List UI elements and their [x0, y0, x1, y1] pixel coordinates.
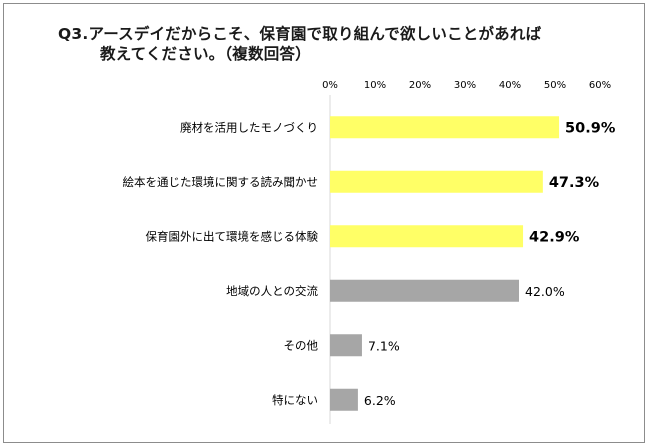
chart-title: Q3.アースデイだからこそ、保育園で取り組んで欲しいことがあれば 教えてください…	[58, 24, 541, 64]
bar	[330, 170, 543, 193]
bar	[330, 225, 524, 248]
chart-title-line1: Q3.アースデイだからこそ、保育園で取り組んで欲しいことがあれば	[58, 25, 542, 43]
category-label: 絵本を通じた環境に関する読み聞かせ	[123, 175, 319, 189]
x-tick-label: 10%	[364, 80, 386, 91]
bar	[330, 388, 358, 411]
value-label: 47.3%	[549, 175, 600, 191]
x-tick-label: 20%	[409, 80, 431, 91]
bar	[330, 116, 560, 139]
x-tick-label: 40%	[499, 80, 521, 91]
category-label: 特にない	[272, 393, 318, 407]
value-label: 6.2%	[364, 393, 396, 408]
category-label: 廃材を活用したモノづくり	[180, 120, 318, 134]
category-label: その他	[284, 338, 319, 352]
x-tick-label: 50%	[544, 80, 566, 91]
value-label: 50.9%	[565, 120, 616, 136]
x-tick-label: 60%	[589, 80, 611, 91]
bar	[330, 334, 362, 357]
category-label: 保育園外に出て環境を感じる体験	[146, 229, 319, 243]
value-label: 42.9%	[529, 229, 580, 245]
chart-frame	[3, 3, 645, 443]
category-label: 地域の人との交流	[226, 284, 318, 298]
bar	[330, 279, 519, 302]
value-label: 7.1%	[368, 338, 400, 353]
value-label: 42.0%	[525, 284, 565, 299]
x-tick-label: 30%	[454, 80, 476, 91]
chart-title-line2: 教えてください。（複数回答）	[100, 45, 311, 63]
x-tick-label: 0%	[322, 80, 338, 91]
